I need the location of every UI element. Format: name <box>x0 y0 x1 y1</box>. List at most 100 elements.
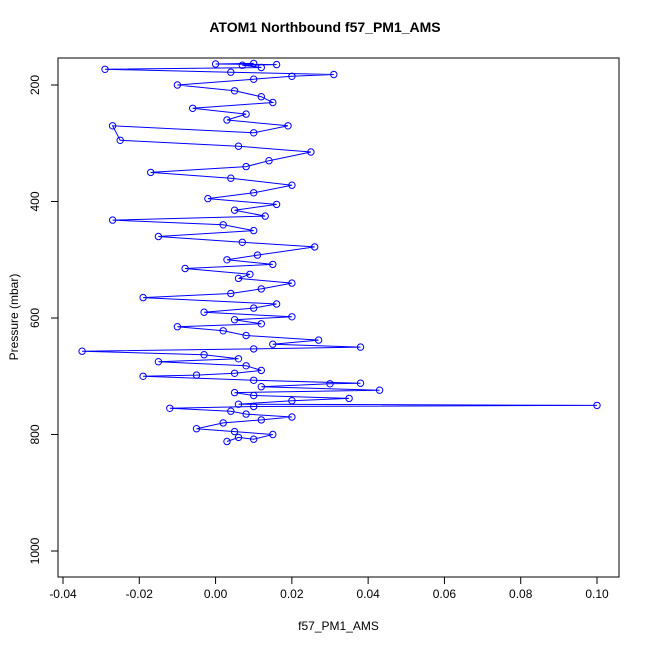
data-point <box>356 379 365 387</box>
data-point <box>257 366 265 375</box>
data-point <box>242 110 250 118</box>
series-line <box>82 62 598 442</box>
data-point <box>257 416 265 424</box>
data-point <box>166 404 174 412</box>
data-point <box>230 206 239 214</box>
data-point <box>250 391 258 400</box>
data-point <box>147 168 155 177</box>
data-point <box>181 264 189 273</box>
data-point <box>257 285 265 293</box>
data-point <box>307 148 315 156</box>
data-point <box>246 270 254 278</box>
data-point <box>192 425 201 433</box>
data-point <box>230 427 239 436</box>
data-point <box>288 181 296 189</box>
data-point <box>326 380 334 388</box>
data-point <box>101 65 109 74</box>
data-point <box>250 189 258 197</box>
data-point <box>139 372 147 380</box>
x-axis-label: f57_PM1_AMS <box>298 619 379 633</box>
data-point <box>272 300 281 308</box>
data-point <box>250 59 258 68</box>
data-point <box>154 232 163 241</box>
data-point <box>272 200 281 209</box>
data-point <box>234 274 243 283</box>
data-point <box>230 316 239 324</box>
data-point <box>356 343 365 351</box>
data-point <box>219 419 227 427</box>
data-point <box>227 174 235 182</box>
data-point <box>139 293 147 302</box>
data-point <box>250 304 258 312</box>
data-point <box>219 221 227 229</box>
data-point <box>200 351 208 359</box>
data-point <box>288 72 296 81</box>
data-point <box>311 243 319 251</box>
data-point <box>250 402 258 411</box>
data-point <box>250 129 258 137</box>
data-point <box>288 313 296 321</box>
data-point <box>269 430 277 439</box>
data-point <box>269 98 277 107</box>
data-point <box>257 63 265 72</box>
data-point <box>189 104 197 113</box>
data-point <box>223 437 231 446</box>
data-point <box>375 386 384 394</box>
data-point <box>230 87 239 95</box>
data-point <box>250 345 258 353</box>
data-point <box>253 251 262 259</box>
data-point <box>250 376 258 384</box>
data-point <box>108 216 117 224</box>
data-point <box>234 433 243 442</box>
data-point <box>227 407 235 415</box>
data-point <box>345 394 353 403</box>
data-point <box>257 93 265 101</box>
data-point <box>230 388 239 397</box>
data-point <box>593 401 601 410</box>
x-tick-label: 0.04 <box>356 587 380 601</box>
data-point <box>238 238 247 247</box>
data-point <box>314 336 323 344</box>
data-point <box>78 347 86 355</box>
data-point <box>234 355 243 363</box>
data-point <box>265 157 273 165</box>
data-point <box>227 289 235 298</box>
data-point <box>227 68 235 76</box>
data-point <box>257 320 265 328</box>
data-point <box>192 371 201 379</box>
data-point <box>204 194 212 203</box>
x-tick-label: -0.04 <box>49 587 77 601</box>
y-tick-label: 1000 <box>28 537 42 564</box>
data-point <box>173 81 182 89</box>
data-point <box>230 369 239 377</box>
data-point <box>288 279 296 287</box>
data-point <box>269 260 277 269</box>
data-point <box>284 122 292 130</box>
data-point <box>330 70 338 79</box>
data-point <box>250 435 258 443</box>
x-tick-label: 0.08 <box>509 587 533 601</box>
data-point <box>272 60 281 69</box>
data-point <box>223 116 231 124</box>
axis-ticks: -0.04 -0.02 0.00 0.02 0.04 0.06 0.08 0.10 200 400… <box>28 75 609 601</box>
x-tick-label: 0.00 <box>204 587 228 601</box>
y-tick-label: 200 <box>28 75 42 95</box>
data-point <box>242 362 250 370</box>
data-point <box>116 136 124 145</box>
data-point <box>234 400 243 408</box>
x-tick-label: 0.10 <box>585 587 609 601</box>
y-tick-label: 800 <box>28 424 42 444</box>
data-point <box>154 358 163 366</box>
data-point <box>257 383 265 391</box>
chart-title: ATOM1 Northbound f57_PM1_AMS <box>209 19 441 35</box>
data-point <box>242 410 250 418</box>
data-point <box>242 331 250 340</box>
data-point <box>288 413 296 421</box>
x-tick-label: -0.02 <box>126 587 154 601</box>
data-point <box>219 327 227 335</box>
x-tick-label: 0.02 <box>280 587 304 601</box>
data-point <box>211 60 220 68</box>
x-tick-label: 0.06 <box>433 587 457 601</box>
data-point <box>250 75 258 83</box>
